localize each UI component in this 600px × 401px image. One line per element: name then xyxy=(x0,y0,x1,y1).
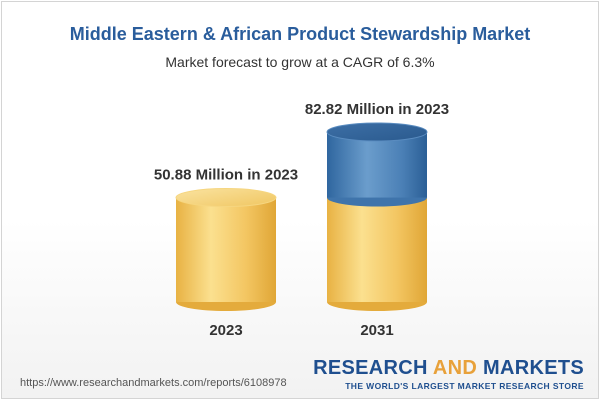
bar-2023 xyxy=(175,188,277,311)
category-label: 2023 xyxy=(209,322,242,339)
source-url: https://www.researchandmarkets.com/repor… xyxy=(20,377,287,389)
bar-segment-growth xyxy=(327,132,427,207)
brand-logo: RESEARCH AND MARKETS THE WORLD'S LARGEST… xyxy=(313,358,584,391)
bar-segment-growth-body xyxy=(327,132,427,198)
bar-segment-base-body xyxy=(327,197,427,302)
bar-top xyxy=(175,188,277,208)
chart-subtitle: Market forecast to grow at a CAGR of 6.3… xyxy=(165,54,435,70)
category-label: 2031 xyxy=(360,322,393,339)
data-label: 82.82 Million in 2023 xyxy=(305,101,449,118)
brand-word-markets: MARKETS xyxy=(483,357,584,379)
brand-tagline: THE WORLD'S LARGEST MARKET RESEARCH STOR… xyxy=(345,381,584,391)
chart-title: Middle Eastern & African Product Steward… xyxy=(69,24,531,44)
brand-word-research: RESEARCH xyxy=(313,357,428,379)
bar-top xyxy=(326,122,428,142)
bar-segment-base xyxy=(176,197,276,311)
bar-segment-base xyxy=(327,197,427,311)
data-label: 50.88 Million in 2023 xyxy=(154,167,298,184)
bar-2031 xyxy=(326,122,428,311)
brand-word-and: AND xyxy=(432,357,478,379)
bar-segment-base-body xyxy=(176,197,276,302)
